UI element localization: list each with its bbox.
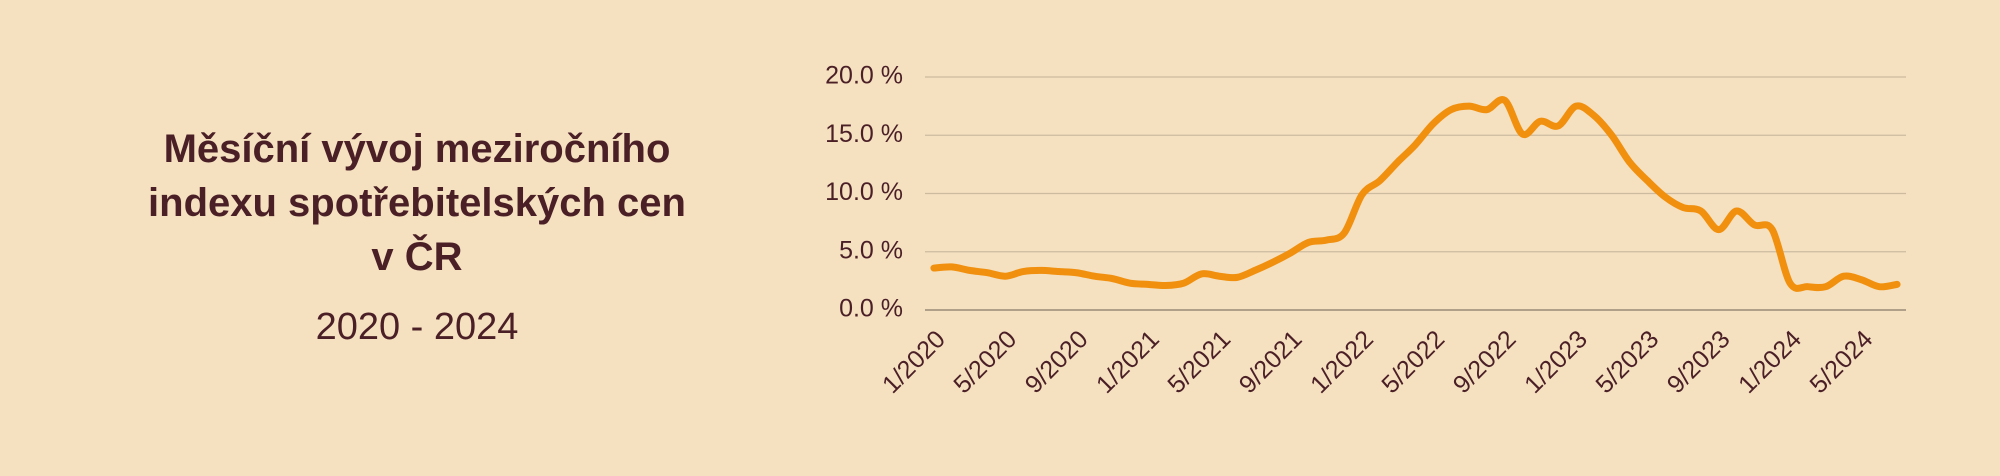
chart-subtitle: 2020 - 2024 <box>315 306 519 348</box>
x-tick-label: 9/2021 <box>1234 325 1308 399</box>
x-tick-label: 9/2020 <box>1020 325 1094 399</box>
y-tick-label: 0.0 % <box>839 295 903 323</box>
x-tick-label: 5/2022 <box>1376 325 1450 399</box>
x-tick-label: 5/2024 <box>1804 325 1878 399</box>
x-tick-label: 1/2020 <box>877 325 951 399</box>
y-tick-label: 5.0 % <box>839 236 903 264</box>
x-tick-label: 1/2023 <box>1519 325 1593 399</box>
x-tick-label: 5/2020 <box>948 325 1022 399</box>
line-series <box>930 96 1901 292</box>
x-tick-label: 1/2022 <box>1305 325 1379 399</box>
x-tick-label: 5/2021 <box>1162 325 1236 399</box>
x-tick-label: 5/2023 <box>1590 325 1664 399</box>
x-tick-label: 9/2023 <box>1662 325 1736 399</box>
x-tick-label: 1/2024 <box>1733 325 1807 399</box>
y-tick-label: 15.0 % <box>825 120 903 148</box>
x-tick-label: 1/2021 <box>1091 325 1165 399</box>
x-tick-label: 9/2022 <box>1448 325 1522 399</box>
y-tick-label: 20.0 % <box>825 62 903 90</box>
chart-title: Měsíční vývoj meziročního indexu spotřeb… <box>148 127 686 279</box>
y-tick-label: 10.0 % <box>825 178 903 206</box>
